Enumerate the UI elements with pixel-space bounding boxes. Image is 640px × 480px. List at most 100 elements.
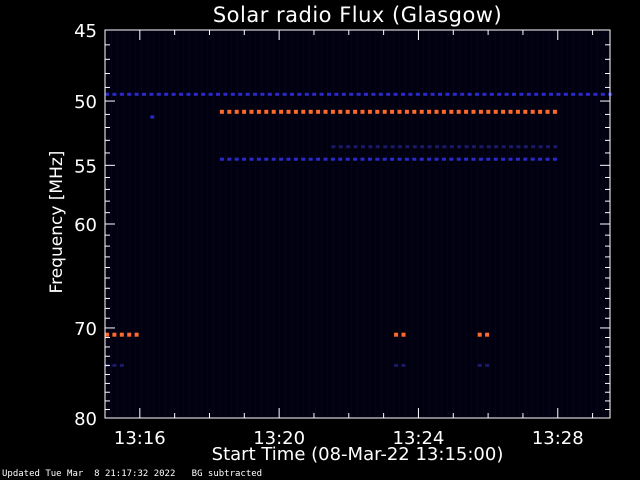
band-1-segment bbox=[523, 109, 528, 114]
band-1-segment bbox=[264, 109, 269, 114]
band-1-segment bbox=[478, 109, 483, 114]
band-1-segment bbox=[427, 109, 432, 114]
band-2-segment bbox=[286, 157, 291, 161]
band-0-segment bbox=[578, 92, 583, 96]
band-2-segment bbox=[501, 157, 506, 161]
band-1-segment bbox=[375, 109, 380, 114]
bg-subtracted-note: BG subtracted bbox=[191, 469, 263, 479]
y-tick-label: 55 bbox=[74, 156, 97, 177]
band-0-segment bbox=[438, 92, 442, 96]
background-streak bbox=[165, 30, 166, 418]
band-0-segment bbox=[356, 92, 361, 96]
background-streak bbox=[483, 30, 484, 418]
band-1-segment bbox=[419, 109, 424, 114]
band-0-segment bbox=[408, 92, 413, 96]
band-1-segment bbox=[308, 109, 313, 114]
band-0-segment bbox=[223, 92, 228, 96]
background-streak bbox=[387, 30, 388, 418]
background-streak bbox=[423, 30, 424, 418]
band-1-segment bbox=[353, 109, 358, 114]
band-8-segment bbox=[112, 363, 117, 367]
y-tick-label: 45 bbox=[74, 21, 97, 42]
band-1-segment bbox=[367, 109, 372, 114]
band-0-segment bbox=[349, 92, 354, 96]
band-1-segment bbox=[397, 109, 402, 114]
band-3-segment bbox=[449, 145, 454, 149]
band-1-segment bbox=[493, 109, 498, 114]
band-1-segment bbox=[552, 109, 557, 114]
background-streak bbox=[453, 30, 454, 418]
band-3-segment bbox=[509, 145, 513, 149]
band-2-segment bbox=[441, 157, 446, 161]
band-0-segment bbox=[208, 92, 213, 96]
band-1-segment bbox=[323, 109, 328, 114]
band-2-segment bbox=[234, 157, 239, 161]
band-3-segment bbox=[501, 145, 506, 149]
band-3-segment bbox=[338, 145, 343, 149]
band-1-segment bbox=[301, 109, 306, 114]
background-streak bbox=[339, 30, 340, 418]
band-5-segment bbox=[112, 332, 117, 337]
band-0-segment bbox=[341, 92, 346, 96]
band-1-segment bbox=[471, 109, 476, 114]
band-2-segment bbox=[456, 157, 461, 161]
band-3-segment bbox=[546, 145, 550, 149]
band-2-segment bbox=[449, 157, 454, 161]
band-0-segment bbox=[134, 92, 139, 96]
background-streak bbox=[567, 30, 568, 418]
background-streak bbox=[435, 30, 436, 418]
band-8-segment bbox=[119, 363, 124, 367]
band-0-segment bbox=[401, 92, 405, 96]
band-1-segment bbox=[316, 109, 321, 114]
band-0-segment bbox=[541, 92, 546, 96]
band-0-segment bbox=[452, 92, 457, 96]
band-1-segment bbox=[219, 109, 224, 114]
band-2-segment bbox=[256, 157, 261, 161]
band-0-segment bbox=[534, 92, 539, 96]
band-0-segment bbox=[519, 92, 524, 96]
band-0-segment bbox=[445, 92, 450, 96]
background-streak bbox=[123, 30, 124, 418]
band-5-segment bbox=[119, 332, 124, 337]
band-0-segment bbox=[260, 92, 265, 96]
band-2-segment bbox=[382, 157, 387, 161]
band-1-segment bbox=[464, 109, 469, 114]
background-streak bbox=[273, 30, 274, 418]
band-1-segment bbox=[345, 109, 350, 114]
y-axis-label: Frequency [MHz] bbox=[47, 150, 67, 294]
band-5-segment bbox=[134, 332, 139, 337]
band-3-segment bbox=[331, 145, 336, 149]
band-5-segment bbox=[127, 332, 132, 337]
band-3-segment bbox=[361, 145, 365, 149]
band-0-segment bbox=[430, 92, 435, 96]
band-2-segment bbox=[538, 157, 543, 161]
footer-text: Updated Tue Mar 8 21:17:32 2022 BG subtr… bbox=[2, 469, 262, 479]
band-1-segment bbox=[545, 109, 550, 114]
band-1-segment bbox=[456, 109, 461, 114]
band-0-segment bbox=[245, 92, 250, 96]
band-2-segment bbox=[271, 157, 276, 161]
band-0-segment bbox=[267, 92, 272, 96]
background-streak bbox=[291, 30, 292, 418]
band-0-segment bbox=[105, 92, 109, 96]
background-streak bbox=[597, 30, 598, 418]
band-2-segment bbox=[515, 157, 520, 161]
band-0-segment bbox=[393, 92, 398, 96]
band-0-segment bbox=[489, 92, 494, 96]
band-6-segment bbox=[401, 332, 406, 337]
band-9-segment bbox=[401, 363, 406, 367]
background-streak bbox=[309, 30, 310, 418]
band-6-segment bbox=[394, 332, 399, 337]
band-3-segment bbox=[538, 145, 543, 149]
background-streak bbox=[495, 30, 496, 418]
band-2-segment bbox=[249, 157, 254, 161]
band-1-segment bbox=[360, 109, 365, 114]
band-0-segment bbox=[364, 92, 368, 96]
background-streak bbox=[153, 30, 154, 418]
x-tick-label: 13:24 bbox=[393, 428, 445, 449]
band-2-segment bbox=[353, 157, 358, 161]
band-2-segment bbox=[293, 157, 298, 161]
band-0-segment bbox=[600, 92, 605, 96]
band-0-segment bbox=[304, 92, 309, 96]
band-1-segment bbox=[242, 109, 247, 114]
